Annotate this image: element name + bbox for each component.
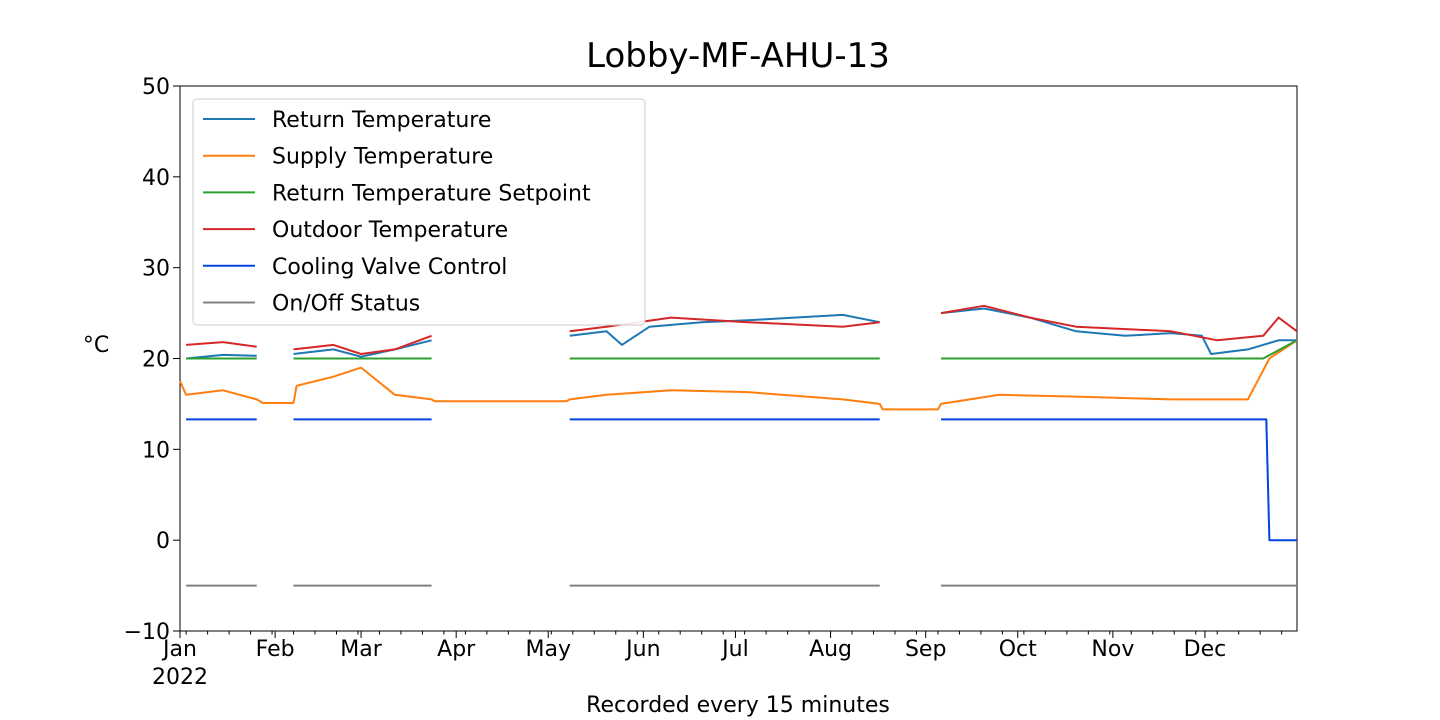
y-tick-label: 40 xyxy=(142,166,170,191)
y-tick-label: 20 xyxy=(142,348,170,373)
y-tick-label: 30 xyxy=(142,257,170,282)
x-tick-label: Apr xyxy=(437,637,476,662)
y-tick-label: −10 xyxy=(124,620,170,645)
legend: Return Temperature Supply Temperature Retu… xyxy=(192,98,646,326)
x-tick-label: Jan xyxy=(161,637,197,662)
series-line-2 xyxy=(186,339,1298,360)
legend-label-5: On/Off Status xyxy=(272,292,420,317)
series-line-3 xyxy=(186,304,1298,355)
legend-label-1: Supply Temperature xyxy=(272,145,493,170)
legend-label-2: Return Temperature Setpoint xyxy=(272,181,591,206)
x-tick-sublabel: 2022 xyxy=(152,665,208,690)
legend-label-3: Outdoor Temperature xyxy=(272,218,508,243)
legend-label-0: Return Temperature xyxy=(272,108,491,133)
y-tick-label: 0 xyxy=(156,529,170,554)
legend-label-4: Cooling Valve Control xyxy=(272,255,507,280)
y-axis-label: °C xyxy=(83,333,109,358)
series-line-4 xyxy=(186,418,1297,542)
legend-frame xyxy=(192,98,646,326)
x-tick-label: Sep xyxy=(905,637,946,662)
x-tick-label: Nov xyxy=(1091,637,1134,662)
x-axis-label: Recorded every 15 minutes xyxy=(586,693,890,718)
series-line-0 xyxy=(186,307,1297,360)
x-tick-label: Mar xyxy=(340,637,382,662)
y-tick-label: 50 xyxy=(142,75,170,100)
y-axis: −10 0 10 20 30 40 50 xyxy=(124,75,180,645)
y-tick-label: 10 xyxy=(142,438,170,463)
x-tick-label: Feb xyxy=(256,637,295,662)
x-axis: Jan 2022 Feb Mar Apr May Jun Jul Aug Sep Oct Nov Dec xyxy=(152,631,1283,690)
chart-title: Lobby-MF-AHU-13 xyxy=(586,36,890,76)
x-tick-label: May xyxy=(525,637,570,662)
x-tick-label: Dec xyxy=(1184,637,1227,662)
x-tick-label: Jul xyxy=(720,637,749,662)
series-layer xyxy=(179,304,1298,587)
x-tick-label: Jun xyxy=(624,637,660,662)
x-tick-label: Aug xyxy=(809,637,852,662)
x-tick-label: Oct xyxy=(999,637,1037,662)
series-line-1 xyxy=(179,339,1298,411)
